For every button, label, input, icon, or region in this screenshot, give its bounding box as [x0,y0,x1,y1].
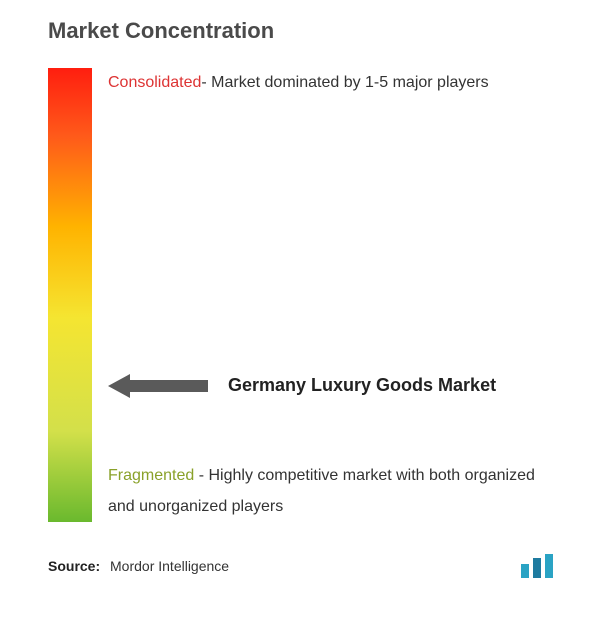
concentration-gradient-bar [48,68,92,522]
consolidated-label: Consolidated- Market dominated by 1-5 ma… [108,68,549,98]
source-row: Source: Mordor Intelligence [48,554,559,578]
source-value: Mordor Intelligence [110,558,229,574]
source-text: Source: Mordor Intelligence [48,558,229,574]
source-label: Source: [48,558,100,574]
market-name: Germany Luxury Goods Market [228,375,496,396]
page-title: Market Concentration [48,18,559,44]
fragmented-keyword: Fragmented [108,467,194,484]
content-area: Consolidated- Market dominated by 1-5 ma… [48,68,559,522]
consolidated-keyword: Consolidated [108,74,201,91]
labels-column: Consolidated- Market dominated by 1-5 ma… [108,68,559,522]
consolidated-rest: - Market dominated by 1-5 major players [201,74,488,91]
arrow-left-icon [108,374,208,398]
mordor-logo-icon [519,554,559,578]
marker-row: Germany Luxury Goods Market [108,374,559,398]
fragmented-label: Fragmented - Highly competitive market w… [108,461,549,522]
